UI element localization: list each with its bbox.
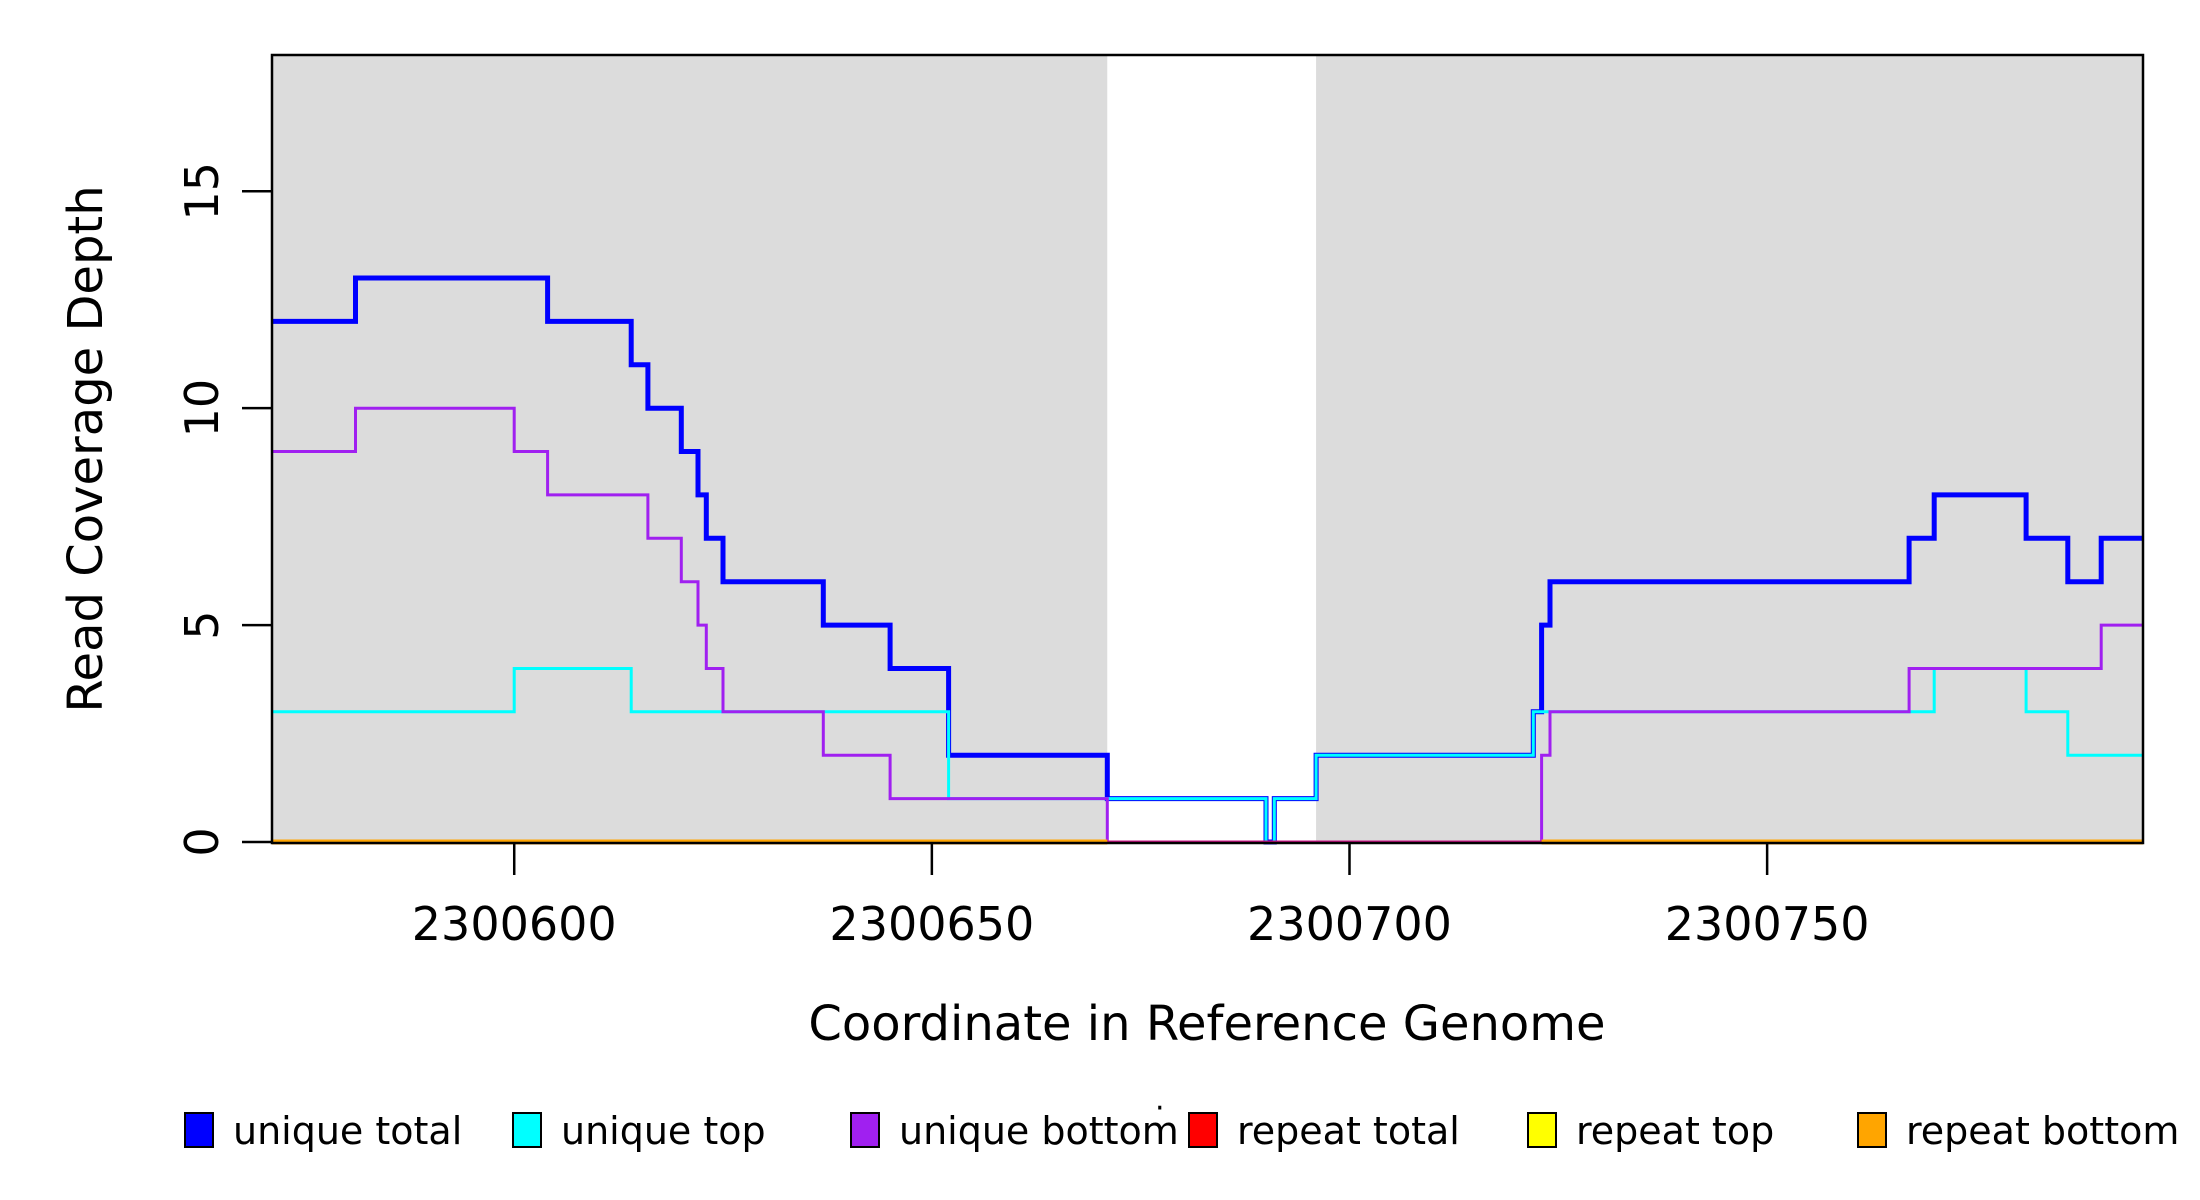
x-tick-label: 2300600: [412, 897, 617, 951]
x-axis-title: Coordinate in Reference Genome: [808, 996, 1605, 1052]
series-unique-bottom-line: [272, 406, 2143, 844]
x-tick-label: 2300650: [829, 897, 1034, 951]
legend-label-unique-top: unique top: [561, 1109, 766, 1153]
legend-label-unique-bottom: unique bottom: [899, 1109, 1179, 1153]
legend-swatch-unique-bottom: [850, 1112, 880, 1148]
legend-item-unique-top: unique top: [512, 1109, 766, 1153]
legend-item-repeat-top: repeat top: [1527, 1109, 1774, 1153]
y-tick-label: 5: [175, 610, 229, 639]
legend-swatch-repeat-bottom: [1857, 1112, 1887, 1148]
legend-label-unique-total: unique total: [233, 1109, 462, 1153]
x-tick-label: 2300700: [1247, 897, 1452, 951]
series-unique-total-line: [272, 275, 2143, 845]
y-tick-label: 0: [175, 827, 229, 856]
legend-swatch-repeat-total: [1188, 1112, 1218, 1148]
legend-label-repeat-total: repeat total: [1237, 1109, 1460, 1153]
y-tick-label: 15: [175, 162, 229, 221]
shaded-regions-layer: [272, 56, 2143, 842]
legend-label-repeat-top: repeat top: [1576, 1109, 1774, 1153]
legend-label-repeat-bottom: repeat bottom: [1906, 1109, 2179, 1153]
legend: unique total unique top unique bottom repea…: [184, 1091, 2179, 1153]
legend-item-unique-bottom: unique bottom: [850, 1109, 1179, 1153]
legend-item-unique-total: unique total: [184, 1109, 462, 1153]
x-axis: 2300600 2300650 2300700 2300750: [412, 843, 1870, 951]
legend-item-repeat-bottom: repeat bottom: [1857, 1109, 2179, 1153]
legend-item-repeat-total: repeat total: [1188, 1109, 1460, 1153]
y-axis: 0 5 10 15: [175, 162, 271, 857]
legend-swatch-unique-top: [512, 1112, 542, 1148]
y-tick-label: 10: [175, 379, 229, 438]
legend-swatch-unique-total: [184, 1112, 214, 1148]
y-axis-title: Read Coverage Depth: [58, 185, 114, 712]
x-tick-label: 2300750: [1665, 897, 1870, 951]
series-unique-top-line: [272, 667, 2143, 844]
legend-swatch-repeat-top: [1527, 1112, 1557, 1148]
stray-dot: ·: [1155, 1091, 1165, 1126]
plot-border: [270, 53, 2145, 845]
shaded-region: [1316, 56, 2143, 842]
